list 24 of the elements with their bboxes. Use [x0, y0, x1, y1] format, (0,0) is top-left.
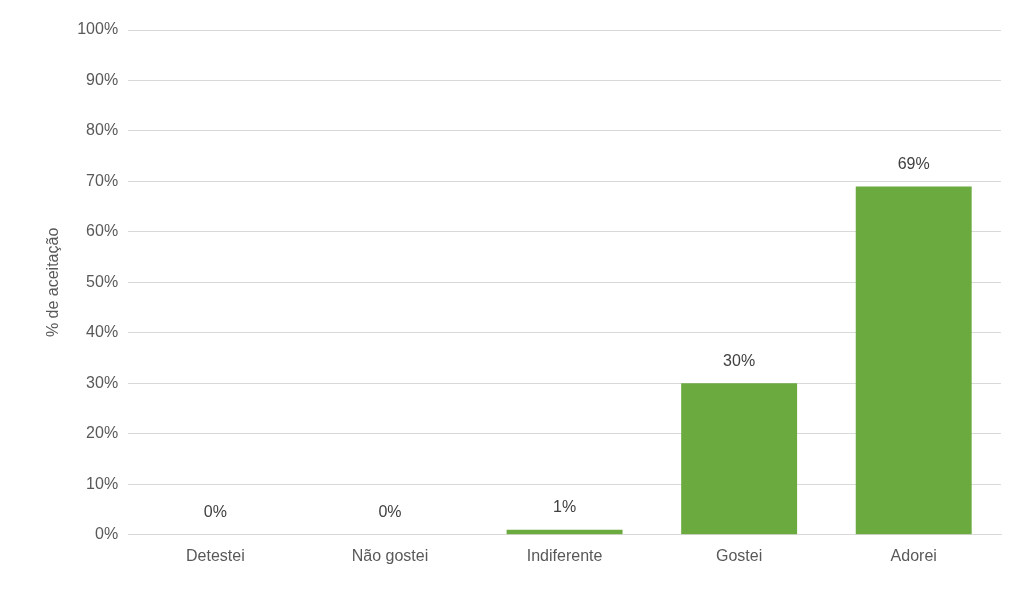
y-tick-label: 100% [77, 20, 119, 38]
x-tick-label: Não gostei [351, 546, 429, 564]
bar [855, 186, 972, 535]
data-label: 69% [897, 154, 930, 172]
data-label: 30% [723, 351, 756, 369]
y-tick-label: 20% [86, 424, 119, 442]
y-tick-label: 50% [86, 272, 119, 290]
y-tick-label: 60% [86, 222, 119, 240]
y-tick-label: 0% [95, 525, 119, 543]
data-label: 0% [378, 503, 402, 521]
y-tick-label: 10% [86, 474, 119, 492]
x-tick-label: Gostei [716, 546, 763, 564]
y-tick-label: 40% [86, 323, 119, 341]
x-tick-label: Adorei [890, 546, 937, 564]
y-tick-label: 30% [86, 373, 119, 391]
data-label: 0% [203, 503, 227, 521]
x-tick-label: Indiferente [526, 546, 603, 564]
data-label: 1% [553, 498, 577, 516]
bar [681, 383, 798, 535]
y-tick-label: 80% [86, 121, 119, 139]
y-axis-title: % de aceitação [44, 227, 62, 338]
y-tick-label: 90% [86, 70, 119, 88]
x-tick-label: Detestei [186, 546, 245, 564]
y-tick-label: 70% [86, 171, 119, 189]
